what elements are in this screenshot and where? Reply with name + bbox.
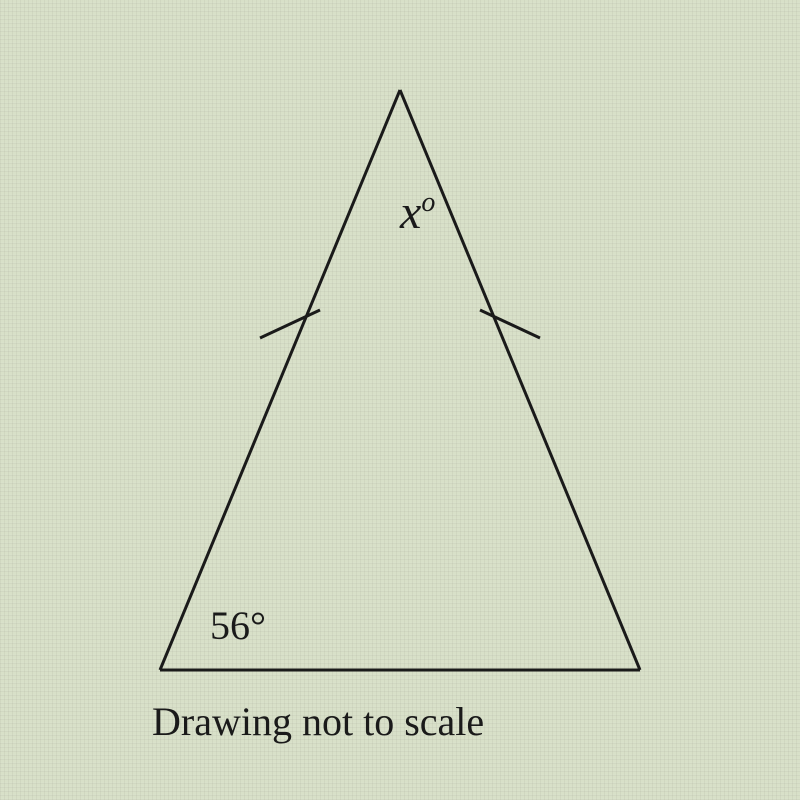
degree-symbol: o xyxy=(421,187,435,218)
base-angle-label: 56° xyxy=(210,602,266,649)
triangle-svg xyxy=(0,0,800,800)
caption-text: Drawing not to scale xyxy=(152,698,484,745)
apex-angle-label: xo xyxy=(400,185,435,240)
apex-var: x xyxy=(400,186,421,239)
